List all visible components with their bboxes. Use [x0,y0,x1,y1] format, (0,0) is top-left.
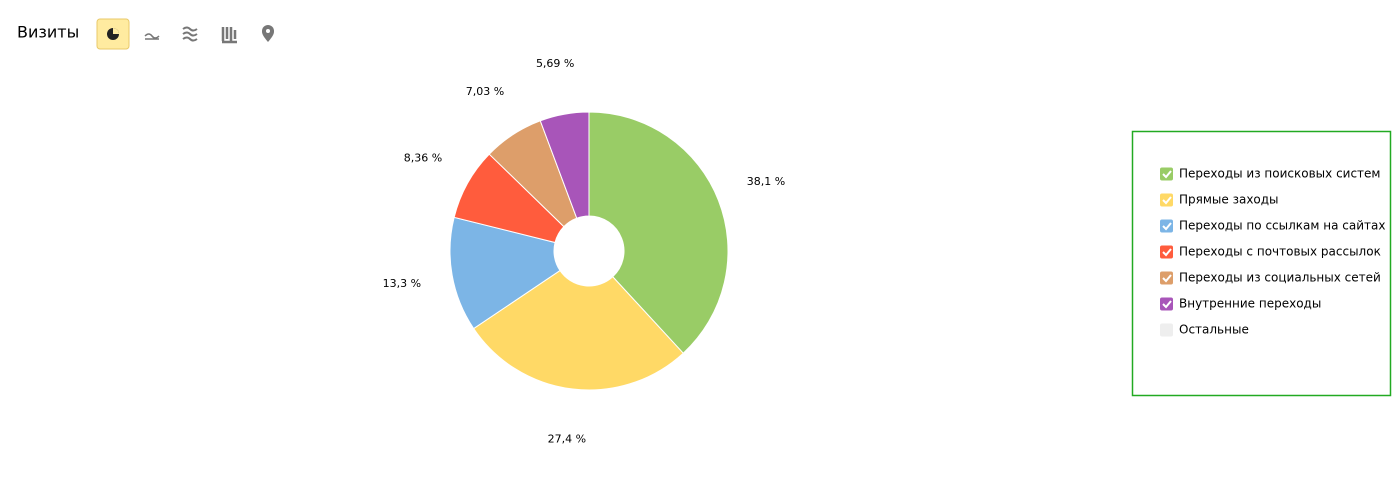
legend-label[interactable]: Внутренние переходы [1179,297,1321,311]
legend-swatch[interactable] [1160,193,1173,207]
value-label: 38,1 % [747,175,785,188]
map-icon-dot [266,29,270,33]
map-button[interactable] [262,25,274,42]
bar-button[interactable] [221,27,237,44]
legend-swatch[interactable] [1160,219,1173,233]
legend-label[interactable]: Переходы из социальных сетей [1179,271,1381,285]
legend-label[interactable]: Переходы с почтовых рассылок [1179,245,1381,259]
legend-label[interactable]: Прямые заходы [1179,193,1279,207]
legend-check [1162,196,1172,205]
legend-swatch[interactable] [1160,167,1173,181]
slice[interactable] [449,216,561,330]
legend-swatch[interactable] [1160,297,1173,311]
slice[interactable] [588,111,729,354]
slice[interactable] [539,111,590,219]
value-label: 5,69 % [536,57,574,70]
legend-swatch[interactable] [1160,245,1173,259]
legend-check [1162,170,1172,179]
value-label: 27,4 % [548,433,586,446]
legend-check [1162,300,1172,309]
legend-check [1162,274,1172,283]
legend-swatch[interactable] [1160,323,1173,337]
legend-check [1162,248,1172,257]
chart-title: Визиты [17,23,79,42]
pie-icon-cut [113,28,119,34]
slice[interactable] [472,269,684,391]
chart-type-toolbar [96,18,274,50]
value-label: 13,3 % [383,277,421,290]
value-label: 7,03 % [466,85,504,98]
legend-box [1131,130,1392,397]
legend-label[interactable]: Переходы по ссылкам на сайтах [1179,219,1385,233]
line-button[interactable] [144,33,160,40]
legend-swatch[interactable] [1160,271,1173,285]
legend-label[interactable]: Переходы из поисковых систем [1179,167,1381,181]
legend-label[interactable]: Остальные [1179,323,1249,337]
value-label: 8,36 % [404,152,442,165]
legend-check [1162,222,1172,231]
area-button[interactable] [182,26,198,42]
